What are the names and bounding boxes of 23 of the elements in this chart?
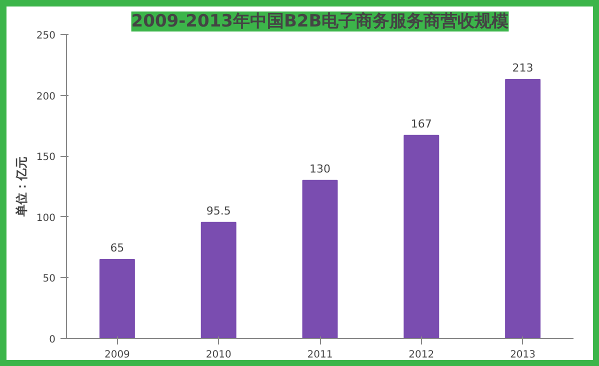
chart-title: 2009-2013年中国B2B电子商务服务商营收规模 <box>131 12 509 32</box>
y-tick-label: 150 <box>36 152 56 164</box>
x-tick-label: 2012 <box>408 350 434 360</box>
bar <box>99 258 135 338</box>
y-tick-label: 0 <box>49 334 56 346</box>
y-tick-label: 100 <box>36 212 56 224</box>
x-tick-label: 2013 <box>510 350 536 360</box>
y-axis-title: 单位：亿元 <box>14 156 28 218</box>
data-label: 167 <box>410 117 432 130</box>
data-label: 95.5 <box>206 204 231 218</box>
x-tick-label: 2010 <box>206 350 232 360</box>
x-tick-label: 2009 <box>104 350 130 360</box>
data-label: 130 <box>310 162 330 176</box>
bar <box>200 222 236 338</box>
bar <box>505 78 541 338</box>
data-label: 213 <box>512 61 534 74</box>
x-tick-label: 2011 <box>307 350 333 360</box>
data-label: 65 <box>110 241 124 254</box>
y-tick-label: 250 <box>36 30 56 42</box>
bar <box>302 180 338 338</box>
y-tick-label: 50 <box>42 274 56 285</box>
bar <box>404 134 440 338</box>
y-tick-label: 200 <box>36 91 56 102</box>
